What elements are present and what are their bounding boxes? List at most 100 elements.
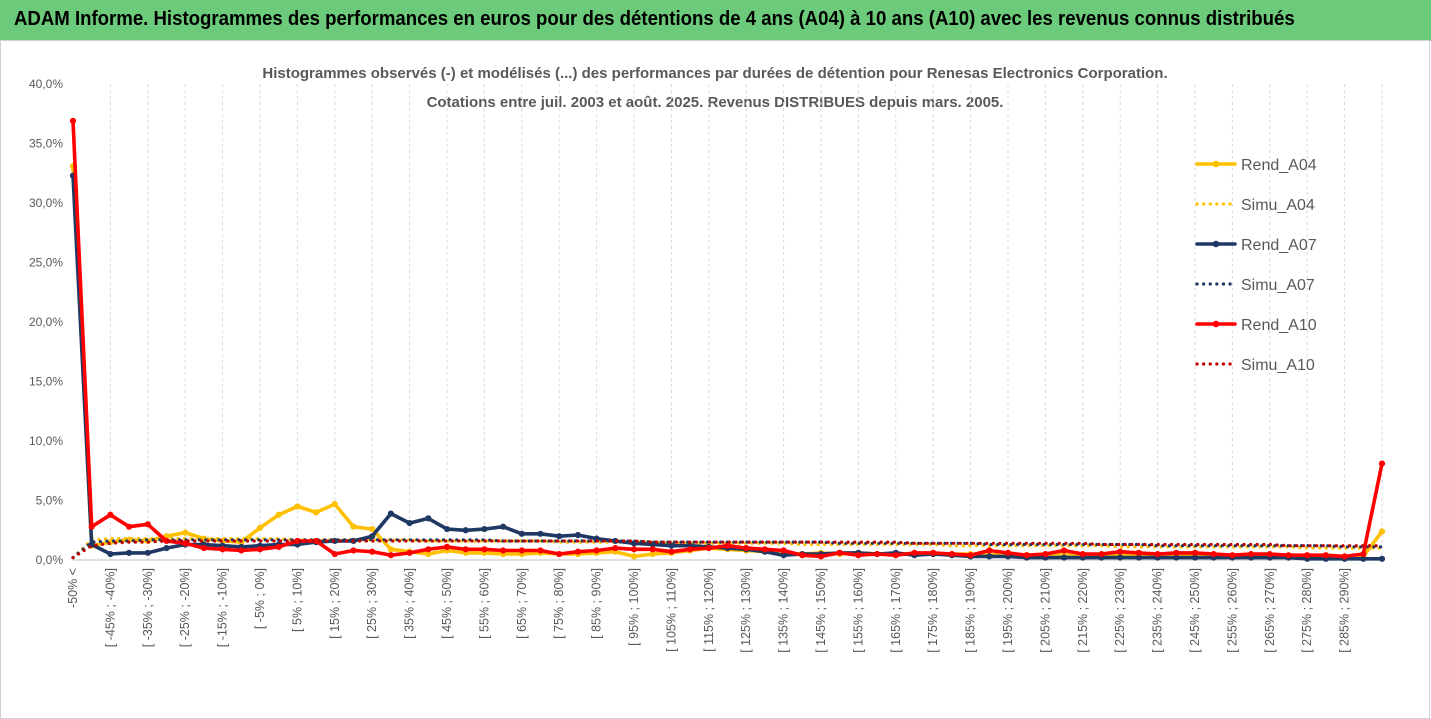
report-title: ADAM Informe. Histogrammes des performan… (14, 8, 1295, 30)
x-axis: -50% < [ -45% ; -40%] [ -35% ; -30%] [ -25%… (66, 559, 1382, 653)
data-point (1154, 550, 1161, 558)
performance-histogram-chart: Histogrammes observés (-) et modélisés (… (29, 65, 1386, 653)
data-point (761, 546, 769, 553)
data-point (481, 546, 488, 553)
x-tick-label: [ 185% ; 190%] (964, 568, 978, 653)
data-point (313, 509, 320, 516)
data-point (294, 537, 301, 545)
data-point (630, 546, 638, 553)
data-point (275, 511, 282, 518)
data-point (1004, 549, 1012, 556)
x-tick-label: [ 175% ; 180%] (926, 568, 940, 653)
data-point (911, 549, 918, 556)
x-tick-label: [ 45% ; 50%] (440, 568, 454, 639)
x-tick-label: [ 65% ; 70%] (515, 568, 529, 639)
data-point (481, 525, 488, 533)
legend-item-simu-a10: Simu_A10 (1195, 357, 1315, 374)
data-point (350, 547, 357, 554)
x-tick-label: [ 105% ; 110%] (664, 568, 678, 652)
legend-label: Simu_A04 (1241, 197, 1315, 214)
data-point (182, 529, 189, 536)
data-point (743, 545, 750, 552)
x-tick-label: [ 15% ; 20%] (328, 568, 342, 639)
data-point (331, 550, 338, 558)
data-point (1360, 550, 1367, 558)
data-point (425, 550, 432, 558)
x-tick-label: [ 165% ; 170%] (889, 568, 903, 653)
x-tick-label: [ 25% ; 30%] (365, 568, 379, 639)
x-tick-label: [ -5% ; 0%] (253, 568, 267, 629)
legend-label: Simu_A10 (1241, 357, 1315, 374)
x-tick-label: [ 205% ; 210%] (1038, 568, 1052, 653)
data-point (1285, 552, 1292, 559)
data-point (238, 547, 245, 554)
y-tick-label: 5,0% (36, 494, 64, 508)
data-point (574, 548, 582, 555)
data-point (1061, 547, 1068, 554)
data-point (668, 542, 675, 549)
y-tick-label: 35,0% (29, 137, 63, 151)
data-point (69, 117, 77, 124)
data-point (1248, 550, 1255, 558)
data-point (836, 549, 843, 556)
data-point (406, 520, 413, 527)
data-point (780, 547, 787, 554)
data-point (200, 545, 207, 552)
data-point (144, 521, 151, 528)
data-point (443, 525, 451, 533)
legend-label: Rend_A07 (1241, 237, 1317, 254)
legend-label: Simu_A07 (1241, 277, 1315, 294)
data-point (556, 550, 563, 558)
chart-area: Histogrammes observés (-) et modélisés (… (0, 40, 1430, 719)
legend-item-rend-a10: Rend_A10 (1195, 317, 1317, 334)
legend-marker (1212, 160, 1220, 168)
data-point (612, 545, 619, 552)
chart-subtitle: Cotations entre juil. 2003 et août. 2025… (427, 94, 1004, 111)
data-point (1042, 550, 1049, 558)
legend-item-simu-a07: Simu_A07 (1195, 277, 1315, 294)
data-point (1360, 555, 1367, 562)
x-tick-label: [ 115% ; 120%] (702, 568, 716, 652)
y-tick-label: 30,0% (29, 196, 63, 210)
x-tick-label: [ -35% ; -30%] (141, 568, 155, 647)
data-point (780, 552, 787, 559)
data-point (275, 543, 282, 551)
data-point (425, 546, 432, 553)
data-point (425, 515, 432, 522)
data-point (1304, 552, 1311, 559)
data-point (1117, 554, 1124, 561)
legend-label: Rend_A10 (1241, 317, 1317, 334)
data-point (1341, 553, 1348, 560)
data-point (668, 548, 675, 555)
x-tick-label: [ -45% ; -40%] (103, 568, 117, 647)
data-point (313, 537, 320, 545)
x-tick-label: -50% < (66, 568, 80, 608)
x-tick-label: [ -25% ; -20%] (178, 568, 192, 647)
data-point (1079, 550, 1086, 558)
data-point (518, 547, 525, 554)
legend-label: Rend_A04 (1241, 157, 1317, 174)
data-point (1023, 552, 1030, 559)
data-point (1322, 552, 1329, 559)
data-point (574, 531, 582, 539)
data-point (369, 548, 376, 555)
data-point (986, 547, 993, 554)
data-point (256, 524, 264, 531)
data-point (387, 546, 394, 553)
data-point (107, 550, 114, 558)
x-tick-label: [ 195% ; 200%] (1001, 568, 1015, 653)
data-point (126, 523, 133, 530)
x-tick-label: [ 225% ; 230%] (1113, 568, 1127, 653)
x-tick-label: [ 95% ; 100%] (627, 568, 641, 646)
data-point (1378, 460, 1386, 467)
x-tick-label: [ 5% ; 10%] (290, 568, 304, 632)
data-point (331, 500, 338, 508)
x-tick-label: [ 255% ; 260%] (1225, 568, 1239, 653)
y-tick-label: 0,0% (36, 553, 64, 567)
series-layer (69, 117, 1386, 562)
data-point (1378, 555, 1386, 562)
data-point (144, 549, 151, 556)
data-point (892, 552, 899, 559)
data-point (1191, 549, 1199, 556)
data-point (1061, 554, 1068, 561)
